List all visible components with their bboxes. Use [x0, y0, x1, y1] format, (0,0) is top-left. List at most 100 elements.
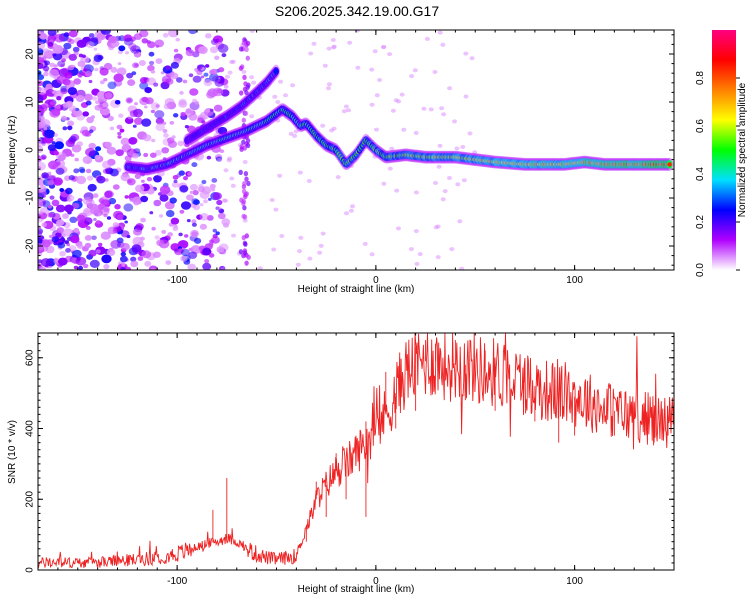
noise-speck — [66, 197, 72, 202]
noise-speck — [306, 179, 312, 183]
noise-speck — [73, 78, 81, 85]
noise-speck — [283, 93, 288, 98]
noise-speck — [121, 263, 126, 267]
x-tick-label: -100 — [167, 275, 187, 286]
noise-speck — [53, 258, 58, 262]
noise-speck — [408, 247, 414, 252]
noise-speck — [221, 198, 227, 203]
noise-speck — [62, 126, 68, 131]
noise-speck — [138, 60, 146, 66]
noise-speck — [85, 225, 91, 230]
noise-speck — [194, 237, 202, 244]
noise-speck — [188, 247, 193, 252]
noise-speck — [461, 178, 467, 183]
noise-speck — [141, 118, 152, 127]
noise-speck — [118, 45, 126, 52]
noise-speck — [387, 52, 393, 57]
streak-speck — [245, 142, 251, 149]
noise-speck — [47, 179, 55, 186]
noise-speck — [125, 97, 134, 104]
noise-speck — [43, 220, 54, 230]
noise-speck — [401, 127, 407, 132]
noise-speck — [288, 131, 294, 136]
noise-speck — [307, 256, 313, 261]
noise-speck — [295, 262, 301, 267]
noise-speck — [204, 259, 210, 264]
noise-speck — [173, 248, 179, 253]
noise-speck — [82, 196, 93, 205]
streak-speck — [241, 253, 246, 259]
streak-speck — [245, 40, 251, 46]
noise-speck — [109, 168, 119, 177]
noise-speck — [104, 190, 113, 198]
noise-speck — [208, 242, 214, 247]
noise-speck — [279, 234, 285, 238]
noise-speck — [66, 37, 72, 43]
noise-speck — [442, 189, 448, 194]
noise-speck — [38, 145, 44, 154]
noise-speck — [84, 209, 91, 215]
noise-speck — [330, 38, 336, 42]
noise-speck — [463, 51, 469, 56]
noise-speck — [49, 234, 54, 239]
noise-speck — [251, 80, 257, 85]
streak-speck — [243, 81, 248, 87]
noise-speck — [171, 135, 176, 139]
noise-speck — [293, 129, 299, 134]
noise-speck — [45, 245, 55, 254]
noise-speck — [394, 188, 400, 193]
noise-speck — [38, 161, 46, 171]
noise-speck — [38, 200, 44, 209]
noise-speck — [162, 32, 169, 38]
noise-speck — [180, 248, 190, 257]
noise-speck — [162, 129, 168, 133]
noise-speck — [39, 33, 48, 40]
main-ridge-core — [667, 162, 672, 167]
noise-speck — [298, 235, 304, 240]
noise-speck — [206, 155, 212, 160]
noise-speck — [372, 49, 378, 54]
noise-speck — [226, 158, 232, 163]
noise-speck — [221, 250, 227, 255]
noise-speck — [346, 108, 351, 113]
noise-speck — [56, 219, 65, 227]
noise-speck — [170, 61, 179, 69]
noise-speck — [440, 42, 446, 47]
noise-speck — [369, 67, 375, 72]
noise-speck — [112, 222, 120, 228]
snr-y-label: SNR (10 * v/v) — [7, 420, 18, 484]
noise-speck — [81, 129, 90, 137]
noise-speck — [278, 79, 284, 84]
noise-speck — [409, 74, 415, 79]
noise-speck — [91, 115, 95, 119]
noise-speck — [133, 33, 142, 40]
noise-speck — [331, 45, 337, 50]
noise-speck — [192, 204, 201, 211]
noise-speck — [38, 156, 41, 160]
noise-speck — [52, 43, 58, 48]
noise-speck — [120, 173, 130, 182]
noise-speck — [192, 75, 202, 83]
streak-speck — [241, 188, 247, 194]
noise-speck — [49, 108, 61, 118]
noise-speck — [156, 239, 165, 247]
noise-speck — [91, 235, 97, 241]
noise-speck — [52, 52, 63, 61]
noise-speck — [43, 126, 48, 131]
noise-speck — [64, 80, 76, 89]
noise-speck — [58, 257, 68, 266]
noise-speck — [38, 192, 45, 200]
noise-speck — [147, 41, 156, 49]
streak-speck — [241, 199, 246, 205]
noise-speck — [437, 30, 443, 35]
spectrogram-y-label: Frequency (Hz) — [7, 116, 18, 185]
noise-speck — [64, 204, 74, 213]
noise-speck — [104, 141, 113, 148]
noise-speck — [374, 93, 380, 98]
noise-speck — [113, 73, 124, 83]
noise-speck — [173, 179, 178, 184]
noise-speck — [417, 252, 423, 257]
noise-speck — [169, 197, 177, 204]
noise-speck — [277, 173, 283, 178]
